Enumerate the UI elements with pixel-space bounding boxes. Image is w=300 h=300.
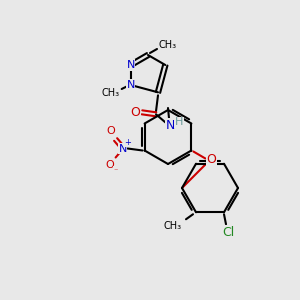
Text: CH₃: CH₃ <box>159 40 177 50</box>
Text: O: O <box>206 153 216 166</box>
Text: O: O <box>105 160 114 170</box>
Text: CH₃: CH₃ <box>102 88 120 98</box>
Text: H: H <box>175 117 183 127</box>
Text: Cl: Cl <box>222 226 234 239</box>
Text: N: N <box>118 143 127 154</box>
Text: O: O <box>130 106 140 119</box>
Text: N: N <box>127 60 135 70</box>
Text: O: O <box>106 127 115 136</box>
Text: N: N <box>165 119 175 132</box>
Text: CH₃: CH₃ <box>164 221 182 231</box>
Text: ⁻: ⁻ <box>113 166 118 175</box>
Text: +: + <box>124 138 131 147</box>
Text: N: N <box>127 80 135 90</box>
